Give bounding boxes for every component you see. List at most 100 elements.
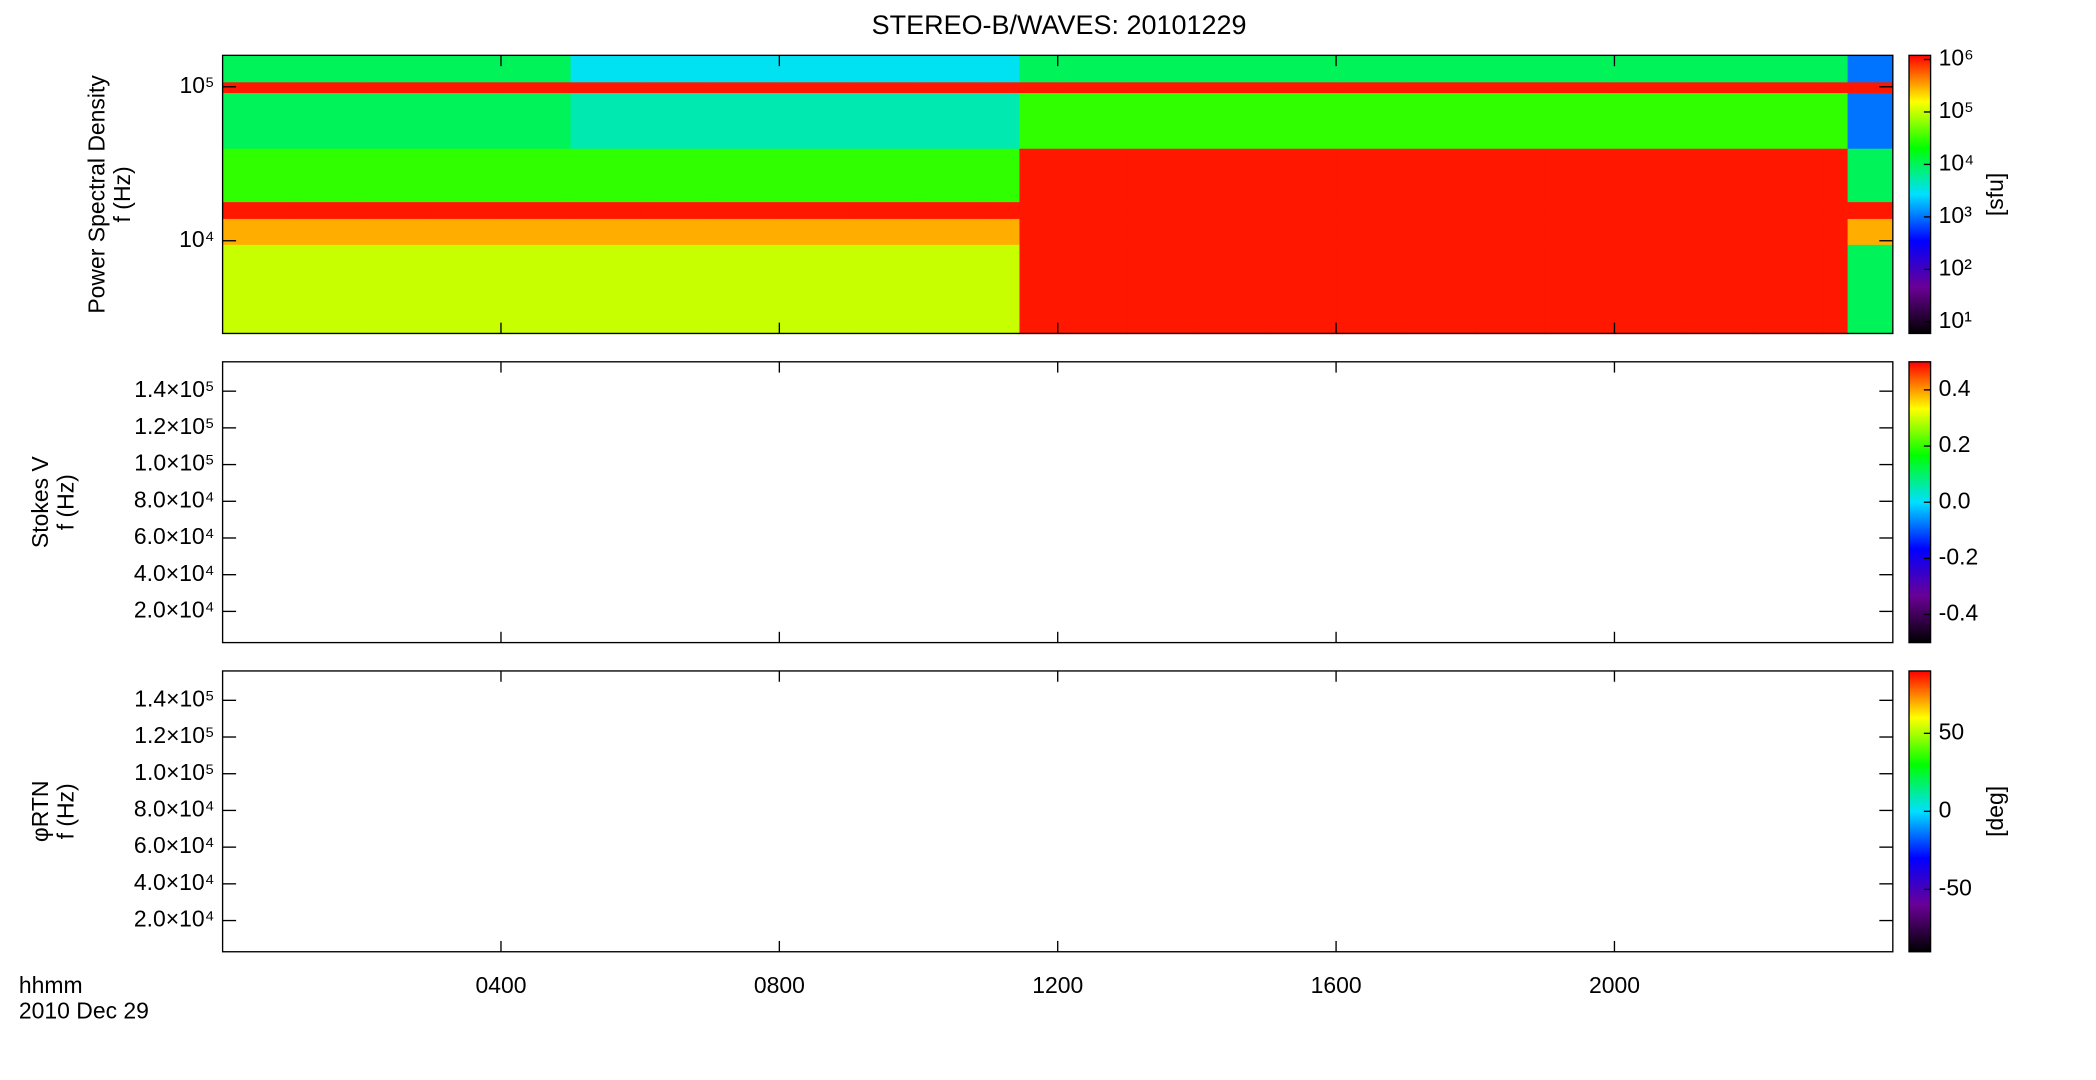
heatmap-cell	[361, 81, 433, 94]
heatmap-cell	[1266, 81, 1337, 94]
heatmap-cell	[1405, 244, 1476, 335]
heatmap-cell	[918, 201, 989, 219]
colorbar-tick-label: 10⁶	[1939, 45, 1974, 71]
colorbar-label: [sfu]	[1982, 173, 2008, 216]
heatmap-cell	[1823, 55, 1849, 83]
heatmap-cell	[1684, 244, 1755, 335]
colorbar-tick-label: 10¹	[1939, 307, 1973, 333]
heatmap-cell	[1266, 92, 1337, 149]
colorbar	[1908, 54, 1932, 335]
heatmap-cell	[988, 201, 1021, 219]
heatmap-cell	[1019, 92, 1059, 149]
heatmap-cell	[1475, 218, 1546, 245]
heatmap-cell	[500, 201, 572, 219]
heatmap-cell	[1614, 92, 1685, 149]
heatmap-cell	[1847, 81, 1894, 94]
heatmap-cell	[500, 55, 572, 83]
y-axis-label: f (Hz)	[53, 474, 79, 530]
heatmap-cell	[1266, 55, 1337, 83]
heatmap-cell	[640, 201, 711, 219]
heatmap-cell	[1614, 148, 1685, 203]
heatmap-cell	[1475, 55, 1546, 83]
colorbar-label: [deg]	[1982, 786, 2008, 837]
heatmap-cell	[431, 218, 502, 245]
heatmap-cell	[1475, 201, 1546, 219]
heatmap-cell	[779, 201, 850, 219]
heatmap-cell	[570, 148, 641, 203]
heatmap-cell	[848, 92, 920, 149]
heatmap-cell	[779, 244, 850, 335]
heatmap-cell	[1684, 218, 1755, 245]
heatmap-cell	[431, 201, 502, 219]
heatmap-cell	[1057, 55, 1128, 83]
heatmap-cell	[709, 55, 781, 83]
y-tick-label: 2.0×10⁴	[134, 596, 215, 622]
x-tick-label: 0800	[754, 972, 805, 998]
y-axis-label: Power Spectral Density	[84, 75, 110, 314]
heatmap-cell	[1753, 244, 1824, 335]
heatmap-cell	[1544, 218, 1616, 245]
heatmap-cell	[1057, 218, 1128, 245]
heatmap-cell	[292, 81, 363, 94]
heatmap-cell	[1019, 55, 1059, 83]
heatmap-cell	[570, 55, 641, 83]
heatmap-cell	[1614, 55, 1685, 83]
heatmap-cell	[570, 92, 641, 149]
y-tick-label: 1.4×10⁵	[134, 376, 214, 402]
x-tick-label: 2000	[1589, 972, 1640, 998]
heatmap-cell	[1196, 55, 1268, 83]
heatmap-cell	[500, 148, 572, 203]
heatmap-cell	[848, 55, 920, 83]
heatmap-cell	[1336, 92, 1407, 149]
heatmap-cell	[918, 244, 989, 335]
chart-title: STEREO-B/WAVES: 20101229	[872, 10, 1247, 40]
colorbar-tick-label: 50	[1939, 718, 1965, 744]
heatmap-cell	[431, 81, 502, 94]
heatmap-cell	[1266, 244, 1337, 335]
heatmap-cell	[1405, 201, 1476, 219]
heatmap-cell	[779, 148, 850, 203]
colorbar-tick-label: 10²	[1939, 254, 1973, 280]
heatmap-cell	[1823, 244, 1849, 335]
heatmap-cell	[1753, 148, 1824, 203]
heatmap-cell	[709, 92, 781, 149]
heatmap-cell	[1753, 81, 1824, 94]
colorbar-tick-label: 10³	[1939, 202, 1973, 228]
y-tick-label: 4.0×10⁴	[134, 560, 215, 586]
heatmap-cell	[1196, 218, 1268, 245]
heatmap-cell	[988, 81, 1021, 94]
heatmap-cell	[1019, 218, 1059, 245]
heatmap-cell	[292, 92, 363, 149]
heatmap-cell	[1057, 244, 1128, 335]
heatmap-cell	[709, 148, 781, 203]
heatmap-cell	[292, 244, 363, 335]
heatmap-cell	[1127, 55, 1198, 83]
heatmap-cell	[361, 201, 433, 219]
y-tick-label: 4.0×10⁴	[134, 869, 215, 895]
heatmap-cell	[1684, 92, 1755, 149]
heatmap-cell	[1019, 244, 1059, 335]
heatmap-cell	[1019, 148, 1059, 203]
heatmap-cell	[1823, 92, 1849, 149]
colorbar-tick-label: -0.4	[1939, 600, 1979, 626]
y-axis-label: φRTN	[27, 781, 53, 843]
heatmap-cell	[1544, 244, 1616, 335]
y-tick-label: 10⁵	[179, 72, 214, 98]
heatmap-cell	[1847, 92, 1894, 149]
heatmap-cell	[1057, 81, 1128, 94]
heatmap-cell	[570, 201, 641, 219]
heatmap-cell	[1475, 148, 1546, 203]
heatmap-cell	[1823, 81, 1849, 94]
y-axis-label: f (Hz)	[53, 783, 79, 839]
heatmap-cell	[779, 92, 850, 149]
heatmap-cell	[709, 244, 781, 335]
heatmap-cell	[1336, 55, 1407, 83]
heatmap-cell	[1847, 148, 1894, 203]
heatmap-cell	[1057, 148, 1128, 203]
heatmap-cell	[988, 148, 1021, 203]
heatmap-cell	[1614, 201, 1685, 219]
heatmap-cell	[848, 201, 920, 219]
heatmap-cell	[222, 244, 293, 335]
y-tick-label: 6.0×10⁴	[134, 523, 215, 549]
